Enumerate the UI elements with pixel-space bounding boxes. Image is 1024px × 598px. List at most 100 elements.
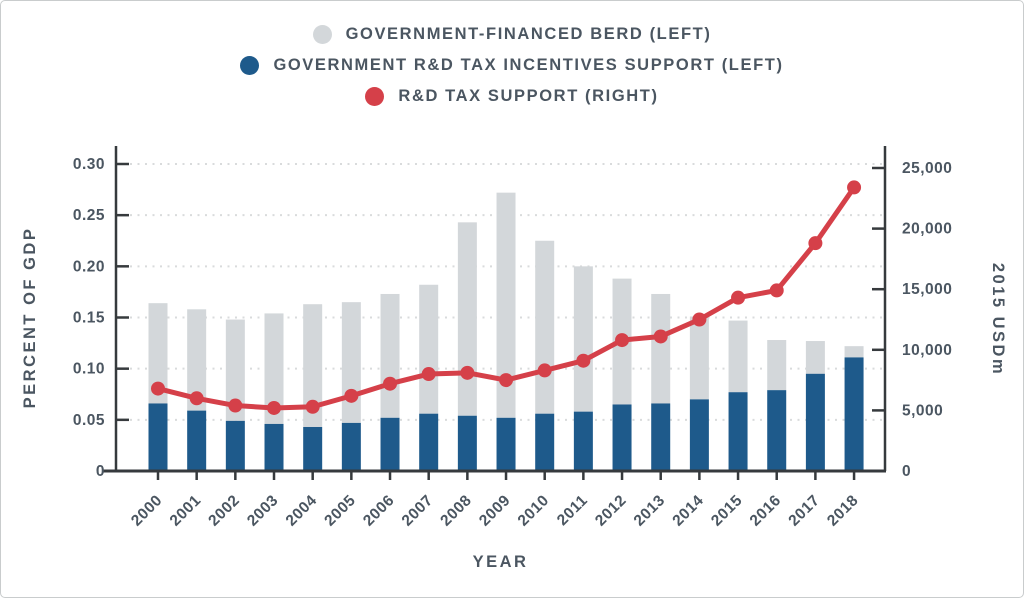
rd-tax-support-point (189, 391, 204, 406)
x-axis-tick-label: 2018 (824, 492, 862, 530)
berd-legend-dot-icon (312, 25, 332, 44)
y-axis-right-tick-label: 20,000 (902, 221, 952, 238)
berd-bar-segment (767, 340, 787, 391)
tax-incentives-bar-segment (767, 390, 787, 471)
y-axis-left-tick-label: 0.30 (73, 156, 105, 173)
tax-incentives-bar-segment (457, 415, 477, 471)
x-axis-tick-label: 2013 (631, 492, 669, 530)
berd-bar-segment (419, 284, 439, 414)
legend-label: GOVERNMENT R&D TAX INCENTIVES SUPPORT (L… (273, 56, 784, 74)
x-axis-tick-label: 2005 (321, 492, 359, 530)
legend-label: R&D TAX SUPPORT (RIGHT) (398, 87, 659, 105)
tax-incentives-bar-segment (380, 417, 400, 471)
x-axis-tick-label: 2004 (283, 492, 321, 530)
rd-tax-support-legend-dot-icon (365, 87, 385, 106)
tax-incentives-bar-segment (264, 423, 284, 471)
berd-bar-segment (187, 309, 207, 411)
rd-tax-support-point (847, 180, 862, 195)
y-axis-right-tick-label: 25,000 (902, 160, 952, 177)
tax-incentives-bar-segment (225, 420, 245, 471)
rd-tax-support-point (537, 363, 552, 378)
y-axis-left-tick-label: 0.20 (73, 258, 105, 275)
tax-incentives-bar-segment (535, 413, 555, 471)
legend-label: GOVERNMENT-FINANCED BERD (LEFT) (345, 25, 712, 43)
x-axis-tick-label: 2003 (244, 492, 282, 530)
tax-incentives-bar-segment (341, 422, 361, 471)
berd-bar-segment (341, 302, 361, 423)
tax-incentives-bar-segment (496, 417, 516, 471)
tax-incentives-bar-segment (844, 357, 864, 471)
tax-incentives-bar-segment (573, 411, 593, 471)
berd-bar-segment (380, 293, 400, 418)
x-axis-tick-label: 2017 (785, 492, 823, 530)
x-axis-tick-label: 2008 (437, 492, 475, 530)
rd-tax-support-point (731, 290, 746, 305)
rd-tax-support-point (769, 283, 784, 298)
legend-item-rd-tax-support: R&D TAX SUPPORT (RIGHT) (365, 87, 658, 106)
y-axis-left-title: PERCENT OF GDP (21, 227, 39, 409)
y-axis-right-title: 2015 USDm (989, 263, 1007, 376)
tax-incentives-bar-segment (651, 403, 671, 471)
x-axis-tick-label: 2016 (747, 492, 785, 530)
tax-incentives-bar-segment (419, 413, 439, 471)
x-axis-tick-label: 2006 (360, 492, 398, 530)
y-axis-left-tick-label: 0.05 (73, 412, 105, 429)
legend-item-tax-incentives-support: GOVERNMENT R&D TAX INCENTIVES SUPPORT (L… (240, 56, 783, 75)
tax-incentives-bar-segment (187, 410, 207, 471)
tax-incentives-bar-segment (805, 373, 825, 471)
rd-tax-support-point (344, 388, 359, 403)
y-axis-right-tick-label: 15,000 (902, 281, 952, 298)
x-axis-tick-label: 2010 (515, 492, 553, 530)
x-axis-tick-label: 2002 (205, 492, 243, 530)
rd-tax-support-point (653, 329, 668, 344)
rd-tax-support-point (460, 365, 475, 380)
berd-bar-segment (844, 346, 864, 358)
y-axis-left-tick-label: 0.25 (73, 207, 105, 224)
rd-tax-support-point (151, 381, 165, 396)
tax-incentives-bar-segment (303, 426, 323, 471)
rd-tax-support-point (305, 399, 320, 414)
x-axis-tick-label: 2007 (399, 492, 437, 530)
berd-bar-segment (264, 313, 284, 424)
berd-bar-segment (651, 293, 671, 404)
x-axis-tick-label: 2009 (476, 492, 514, 530)
x-axis-tick-label: 2014 (669, 492, 707, 530)
rd-tax-support-point (383, 376, 398, 391)
x-axis-tick-label: 2015 (708, 492, 746, 530)
y-axis-right-tick-label: 5,000 (902, 402, 943, 419)
berd-bar-segment (148, 303, 168, 404)
berd-bar-segment (496, 192, 516, 418)
berd-bar-segment (573, 266, 593, 412)
chart-legend: GOVERNMENT-FINANCED BERD (LEFT) GOVERNME… (1, 25, 1023, 106)
x-axis-tick-label: 2011 (554, 492, 591, 529)
y-axis-left-tick-label: 0.15 (73, 310, 105, 327)
rd-tax-support-point (615, 333, 630, 348)
legend-item-gov-financed-berd: GOVERNMENT-FINANCED BERD (LEFT) (312, 25, 712, 44)
y-axis-left-tick-label: 0 (96, 463, 105, 480)
x-axis-tick-label: 2001 (167, 492, 205, 530)
x-axis-title: YEAR (473, 553, 529, 571)
y-axis-left-tick-label: 0.10 (73, 361, 105, 378)
rd-tax-support-point (808, 236, 823, 251)
x-axis-tick-label: 2000 (128, 492, 166, 530)
y-axis-right-tick-label: 10,000 (902, 342, 952, 359)
berd-bar-segment (689, 316, 709, 400)
tax-incentives-bar-segment (728, 392, 748, 471)
rd-tax-support-point (499, 373, 514, 388)
rd-tax-support-point (421, 367, 436, 382)
rd-tax-support-point (228, 398, 243, 413)
tax-incentives-bar-segment (148, 403, 168, 471)
berd-bar-segment (535, 240, 555, 414)
berd-bar-segment (225, 319, 245, 421)
berd-bar-segment (457, 222, 477, 416)
berd-bar-segment (303, 304, 323, 427)
tax-incentives-legend-dot-icon (240, 56, 260, 75)
berd-bar-segment (805, 341, 825, 374)
berd-bar-segment (728, 320, 748, 393)
tax-incentives-bar-segment (689, 399, 709, 471)
rd-tax-support-point (692, 312, 707, 327)
tax-incentives-bar-segment (612, 404, 632, 471)
y-axis-right-tick-label: 0 (902, 463, 911, 480)
